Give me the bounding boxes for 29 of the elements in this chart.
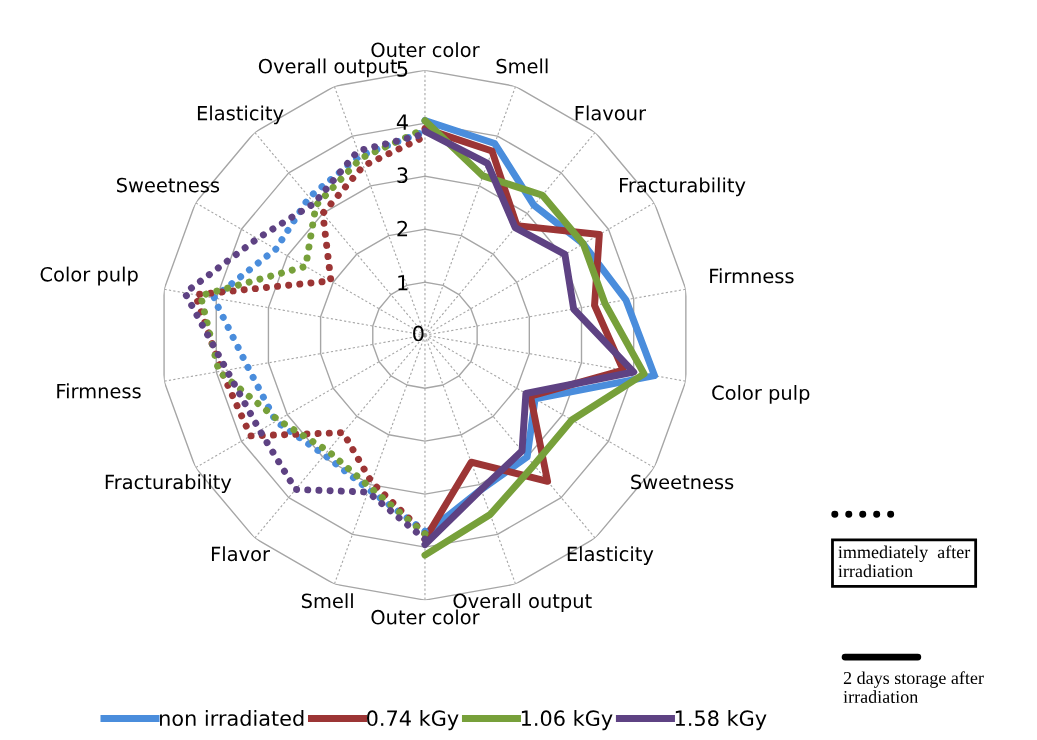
y-tick-label: 1 [398, 275, 408, 291]
y-tick-label: 0 [413, 325, 424, 342]
spoke-label: Outer color [371, 609, 480, 625]
legend-label: 0.74 kGy [367, 709, 459, 731]
spoke-label: Firmness [710, 268, 794, 284]
text: 2 days storage after irradiation [843, 671, 984, 704]
spoke-label: Overall output [258, 58, 398, 78]
spoke-label: Elasticity [567, 546, 654, 566]
spoke-label: Color pulp [40, 266, 138, 286]
spoke-label: Fracturability [620, 177, 746, 197]
y-tick-label: 3 [397, 167, 408, 184]
spoke-label: Flavor [211, 546, 270, 562]
spoke-label: Smell [496, 58, 548, 74]
y-tick-label: 5 [397, 61, 408, 77]
spoke-label: Flavour [575, 105, 646, 121]
text: immediately after irradiation [838, 545, 971, 578]
legend-label: 1.58 kGy [675, 709, 767, 731]
y-tick-label: 2 [397, 220, 408, 237]
spoke-label: Elasticity [197, 105, 284, 125]
spoke-label: Fracturability [105, 474, 232, 494]
spoke-label: Sweetness [116, 177, 220, 193]
spoke-label: Outer color [371, 42, 480, 58]
legend-label: 1.06 kGy [521, 709, 613, 731]
spoke-label: Firmness [57, 383, 141, 399]
spoke-label: Sweetness [631, 474, 734, 490]
y-tick-label: 4 [396, 114, 408, 130]
legend-label: non irradiated [160, 709, 304, 727]
spoke-label: Color pulp [712, 385, 810, 404]
spoke-label: Smell [301, 593, 353, 609]
